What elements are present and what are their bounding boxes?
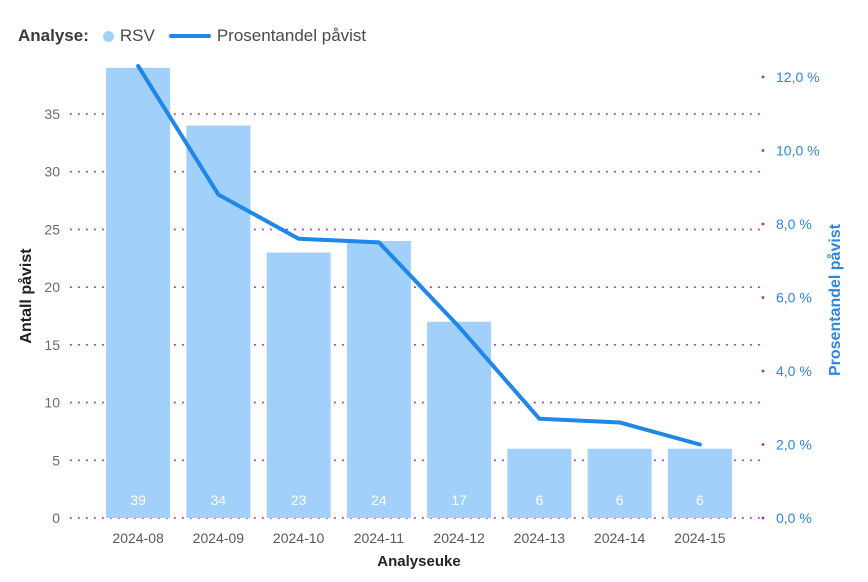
legend-title: Analyse: <box>18 26 89 45</box>
percent-line[interactable] <box>136 63 702 447</box>
x-tick-label: 2024-13 <box>514 530 566 546</box>
bar-value-label: 24 <box>371 492 387 508</box>
y-right-tick-mark <box>761 443 765 446</box>
y-right-tick-label: 10,0 % <box>776 143 820 159</box>
bar-2024-09[interactable] <box>186 125 251 519</box>
x-tick-label: 2024-15 <box>674 530 726 546</box>
bar-value-label: 39 <box>130 492 146 508</box>
bar-2024-12[interactable] <box>427 321 492 518</box>
chart-legend: Analyse: RSV Prosentandel påvist <box>18 26 366 46</box>
y-right-axis-title: Prosentandel påvist <box>826 223 844 376</box>
y-right-tick-label: 8,0 % <box>776 216 812 232</box>
legend-item-label: Prosentandel påvist <box>216 26 367 45</box>
line-series-line-icon <box>168 34 211 38</box>
legend-item-rsv[interactable]: RSV <box>102 26 155 46</box>
y-left-tick-label: 10 <box>44 395 60 411</box>
x-tick-label: 2024-09 <box>193 530 245 546</box>
y-right-tick-mark <box>761 296 765 299</box>
bar-2024-08[interactable] <box>106 67 171 518</box>
y-right-tick-label: 4,0 % <box>776 363 812 379</box>
x-tick-label: 2024-11 <box>354 530 405 546</box>
y-right-tick-label: 0,0 % <box>776 510 812 526</box>
bar-value-label: 6 <box>616 492 624 508</box>
bar-2024-11[interactable] <box>346 240 411 518</box>
y-right-tick-label: 6,0 % <box>776 290 812 306</box>
x-tick-label: 2024-08 <box>112 530 164 546</box>
y-left-tick-label: 5 <box>52 452 60 468</box>
bar-value-label: 17 <box>451 492 467 508</box>
bar-2024-14[interactable] <box>587 448 652 518</box>
y-left-tick-label: 35 <box>44 106 60 122</box>
x-tick-label: 2024-14 <box>594 530 646 546</box>
rsv-series-dot-icon <box>102 30 114 42</box>
y-right-tick-mark <box>761 149 765 152</box>
legend-item-label: RSV <box>119 26 155 45</box>
y-right-tick-mark <box>761 516 765 520</box>
bar-value-label: 6 <box>696 492 704 508</box>
y-left-axis-title: Antall påvist <box>17 248 35 344</box>
y-right-tick-mark <box>761 75 765 79</box>
y-right-tick-mark <box>761 222 765 226</box>
bar-value-label: 23 <box>291 492 307 508</box>
x-tick-label: 2024-10 <box>273 530 325 546</box>
x-axis-title: Analyseuke <box>377 553 460 570</box>
bar-2024-15[interactable] <box>667 448 732 518</box>
y-left-tick-label: 20 <box>44 279 60 295</box>
x-tick-label: 2024-12 <box>433 530 485 546</box>
bar-value-label: 6 <box>535 492 543 508</box>
y-left-tick-label: 30 <box>44 164 60 180</box>
y-left-tick-label: 25 <box>44 221 60 237</box>
legend-item-prosentandel[interactable]: Prosentandel påvist <box>168 26 367 46</box>
bar-value-label: 34 <box>211 492 227 508</box>
y-left-tick-label: 15 <box>44 337 60 353</box>
y-right-tick-label: 2,0 % <box>776 437 812 453</box>
y-left-tick-label: 0 <box>52 510 60 526</box>
bar-2024-10[interactable] <box>266 252 331 518</box>
y-right-tick-mark <box>761 369 765 373</box>
bar-2024-13[interactable] <box>507 448 572 518</box>
y-right-tick-label: 12,0 % <box>776 69 820 85</box>
